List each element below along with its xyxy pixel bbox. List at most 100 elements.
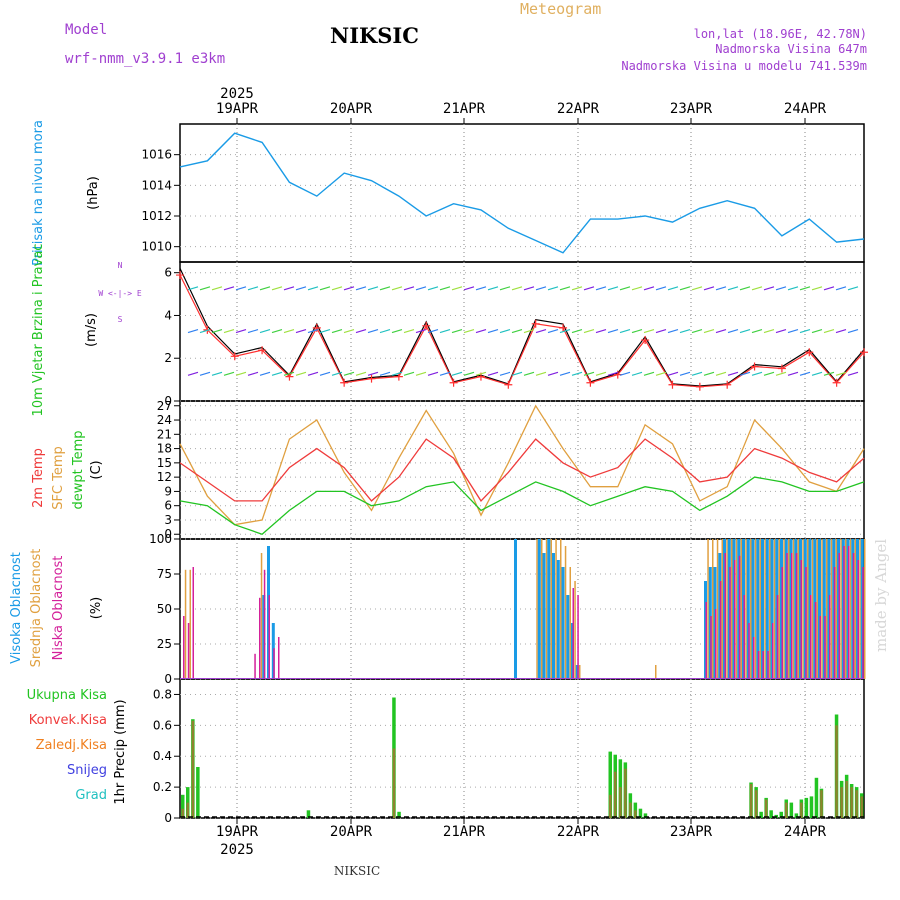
wind-panel-frame <box>179 261 865 402</box>
wind-direction-arrow <box>367 371 379 376</box>
wind-direction-arrow <box>607 329 619 334</box>
wind-direction-arrow <box>415 329 427 334</box>
cloud-mid-bar <box>536 539 538 679</box>
wind-direction-arrow <box>295 286 307 291</box>
precip-total-bar <box>794 813 799 818</box>
wind-direction-arrow <box>391 371 403 376</box>
y-tick-label: 24 <box>157 413 172 427</box>
wind-direction-arrow <box>535 286 547 291</box>
wind-direction-arrow <box>799 329 811 334</box>
cloud-low-bar <box>183 616 185 679</box>
wind-direction-arrow <box>235 329 247 334</box>
temp-dewpt-label: dewpt Temp <box>71 430 86 509</box>
cloud-mid-bar <box>260 553 263 679</box>
cloud-mid-bar <box>545 539 548 679</box>
cloud-low-bar <box>862 567 864 679</box>
wind-direction-arrow <box>619 329 631 334</box>
lonlat-label: lon,lat (18.96E, 42.78N) <box>694 27 867 41</box>
cloud-mid-bar <box>564 546 567 679</box>
wind-direction-arrow <box>835 286 847 291</box>
bottom-date-label: 21APR <box>443 824 486 840</box>
y-tick-label: 21 <box>157 427 172 441</box>
y-tick-label: 0.4 <box>153 749 172 763</box>
cloud-high-bar <box>822 539 826 679</box>
precip-total-bar <box>181 794 185 818</box>
wind-direction-arrow <box>787 286 799 291</box>
cloud-high-label: Visoka Oblacnost <box>9 552 24 664</box>
precip-convective-bar <box>624 768 627 818</box>
wind-direction-arrow <box>283 329 295 334</box>
sfc-temp-line <box>179 404 865 526</box>
model-name: wrf-nmm_v3.9.1 e3km <box>65 51 225 67</box>
y-tick-label: 0.6 <box>153 718 172 732</box>
wind-direction-arrow <box>223 329 235 334</box>
precip-panel-frame <box>179 678 865 819</box>
cloud-low-bar <box>829 595 831 679</box>
precip-convective-bar <box>800 802 803 818</box>
wind-direction-arrow <box>403 286 415 291</box>
wind-direction-arrow <box>451 329 463 334</box>
pressure-unit: (hPa) <box>86 176 101 210</box>
wind-direction-arrow <box>247 286 259 291</box>
wind-direction-arrow <box>271 329 283 334</box>
cloud-low-bar <box>833 567 836 679</box>
wind-direction-arrow <box>523 329 535 334</box>
cloud-low-bar <box>729 567 731 679</box>
wind-direction-arrow <box>355 371 367 376</box>
wind-speed-marker <box>832 378 841 387</box>
wind-direction-arrow <box>379 286 391 291</box>
footer-station: NIKSIC <box>334 864 380 878</box>
cloud-low-bar <box>710 616 712 679</box>
wind-direction-arrow <box>499 329 511 334</box>
temp-2m-line <box>179 438 865 502</box>
cloud-low-bar <box>814 602 817 679</box>
wind-direction-arrow <box>739 329 751 334</box>
cloud-mid-bar <box>849 539 852 679</box>
wind-direction-arrow <box>715 329 727 334</box>
wind-direction-arrow <box>223 371 235 376</box>
y-tick-labels: 1010101210141016024603691215182124270255… <box>141 148 180 825</box>
wind-direction-arrow <box>691 329 703 334</box>
cloud-low-bar <box>776 595 779 679</box>
cloud-high-bar <box>818 539 821 679</box>
precip-convective-bar <box>614 771 617 818</box>
wind-direction-arrow <box>247 329 259 334</box>
cloud-low-bar <box>843 546 845 679</box>
precip-convective-bar <box>785 802 788 818</box>
y-tick-label: 9 <box>164 484 172 498</box>
cloud-high-bar <box>556 560 560 679</box>
wind-direction-arrow <box>511 286 523 291</box>
cloud-low-bar <box>791 553 793 679</box>
wind-direction-arrow <box>379 371 391 376</box>
wind-direction-arrow <box>703 371 715 376</box>
dewpoint-line <box>179 476 865 535</box>
cloud-high-bar <box>756 539 760 679</box>
precip-convective-bar <box>835 725 838 818</box>
cloud-low-bar <box>762 651 764 679</box>
precip-frozen-label: Zaledj.Kisa <box>36 738 107 753</box>
cloud-low-bar <box>786 553 788 679</box>
wind-direction-arrow <box>679 329 691 334</box>
wind-direction-arrow <box>331 371 343 376</box>
wind-direction-arrow <box>187 329 199 334</box>
wind-compass: W <-|-> E <box>98 289 142 298</box>
temp-2m-label: 2m Temp <box>31 448 46 508</box>
cloud-low-bar <box>805 567 807 679</box>
temp-unit: (C) <box>89 460 104 479</box>
wind-direction-arrow <box>643 329 655 334</box>
wind-direction-arrow <box>247 371 259 376</box>
wind-direction-arrow <box>643 371 655 376</box>
wind-direction-arrow <box>595 329 607 334</box>
precip-hail-label: Grad <box>75 788 107 803</box>
cloud-low-bar <box>857 560 859 679</box>
wind-direction-arrow <box>631 286 643 291</box>
wind-direction-arrow <box>739 286 751 291</box>
cloud-low-bar <box>572 588 574 679</box>
cloud-low-bar <box>748 623 750 679</box>
wind-direction-arrow <box>799 286 811 291</box>
wind-direction-arrow <box>691 286 703 291</box>
wind-direction-arrow <box>823 286 835 291</box>
wind-direction-arrow <box>439 371 451 376</box>
y-tick-label: 1012 <box>141 209 172 223</box>
bottom-date-label: 20APR <box>330 824 373 840</box>
